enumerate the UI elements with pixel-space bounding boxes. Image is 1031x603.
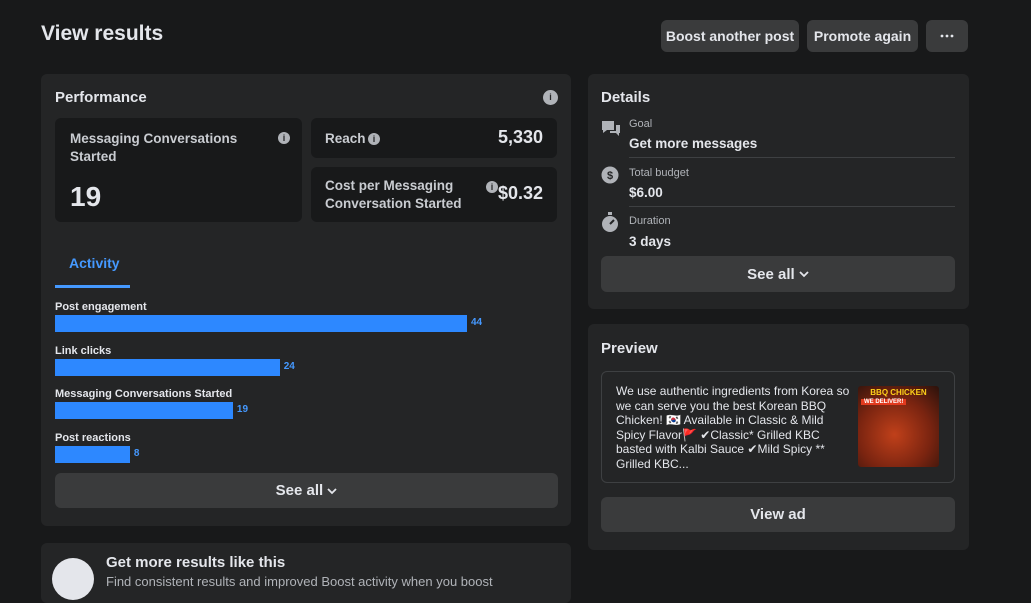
bar-label: Post reactions bbox=[55, 431, 131, 444]
metric-value: $0.32 bbox=[497, 183, 543, 203]
detail-label: Duration bbox=[629, 215, 671, 227]
metric-box: Reach i 5,330 bbox=[311, 118, 557, 158]
bar bbox=[55, 402, 233, 419]
card-title: Preview bbox=[601, 340, 658, 357]
promo-card: Get more results like this Find consiste… bbox=[41, 543, 571, 603]
view-ad-button[interactable]: View ad bbox=[601, 497, 955, 532]
details-card: Details $ Goal Get more messages Total b… bbox=[588, 74, 969, 309]
metric-box: Messaging Conversations Started i 19 bbox=[55, 118, 302, 222]
image-badge: WE DELIVER! bbox=[861, 399, 907, 405]
detail-value: 3 days bbox=[629, 234, 672, 249]
metric-value: 19 bbox=[70, 181, 102, 212]
ad-preview: We use authentic ingredients from Korea … bbox=[601, 371, 955, 483]
ad-text: We use authentic ingredients from Korea … bbox=[616, 384, 850, 471]
metric-label: Cost per Messaging Conversation Started bbox=[325, 178, 462, 211]
metric-label: Reach bbox=[325, 131, 366, 146]
bar-value: 8 bbox=[133, 447, 140, 459]
boost-button[interactable]: Boost another post bbox=[661, 20, 799, 52]
see-all-button[interactable]: See all bbox=[601, 256, 955, 292]
bar bbox=[55, 445, 130, 463]
separator bbox=[629, 157, 955, 158]
separator bbox=[629, 206, 955, 207]
bar-label: Link clicks bbox=[55, 344, 112, 357]
metric-box: Cost per Messaging Conversation Started … bbox=[311, 167, 557, 222]
button-label: See all bbox=[747, 265, 795, 283]
bar-value: 19 bbox=[236, 404, 249, 415]
chevron bbox=[799, 271, 809, 278]
bar-label: Messaging Conversations Started bbox=[55, 388, 233, 400]
detail-label: Goal bbox=[629, 118, 653, 130]
metric-value: 5,330 bbox=[497, 127, 543, 147]
detail-value: $6.00 bbox=[629, 185, 663, 200]
info-icon[interactable]: i bbox=[368, 133, 380, 145]
card-title: Performance bbox=[55, 89, 147, 106]
bar-value: 44 bbox=[471, 317, 483, 328]
more-icon bbox=[940, 34, 954, 38]
activity-chart: Post engagement 44 Link clicks 24 Messaging … bbox=[55, 300, 555, 470]
bar bbox=[55, 315, 467, 332]
preview-card: Preview We use authentic ingredients fro… bbox=[588, 324, 969, 550]
image-title: BBQ CHICKEN bbox=[870, 388, 927, 397]
bar bbox=[55, 358, 280, 376]
info-icon[interactable]: i bbox=[543, 90, 558, 105]
card-title: Details bbox=[601, 89, 651, 106]
info-icon[interactable]: i bbox=[486, 181, 498, 193]
promo-icon bbox=[52, 558, 94, 600]
more-button[interactable] bbox=[926, 20, 968, 52]
page-title: View results bbox=[41, 22, 164, 45]
detail-value: Get more messages bbox=[629, 136, 758, 151]
svg-text:$: $ bbox=[607, 170, 613, 182]
promo-title: Get more results like this bbox=[106, 554, 286, 571]
info-icon[interactable]: i bbox=[278, 132, 290, 144]
page: View results Boost another post Promote … bbox=[41, 20, 969, 603]
metric-label: Messaging Conversations Started bbox=[70, 131, 238, 164]
bar-value: 24 bbox=[283, 360, 295, 372]
ad-image: BBQ CHICKEN WE DELIVER! bbox=[858, 386, 939, 467]
see-all-button[interactable]: See all bbox=[55, 473, 558, 508]
performance-card: Performance i Messaging Conversations St… bbox=[41, 74, 571, 526]
button-label: See all bbox=[275, 482, 324, 499]
promote-button[interactable]: Promote again bbox=[807, 20, 918, 52]
tab-underline bbox=[55, 285, 130, 288]
promo-text: Find consistent results and improved Boo… bbox=[106, 574, 493, 589]
detail-icons: $ bbox=[601, 121, 620, 232]
bar-label: Post engagement bbox=[55, 301, 147, 313]
detail-label: Total budget bbox=[629, 167, 689, 179]
activity-tab[interactable]: Activity bbox=[69, 255, 120, 271]
chevron bbox=[327, 487, 337, 494]
